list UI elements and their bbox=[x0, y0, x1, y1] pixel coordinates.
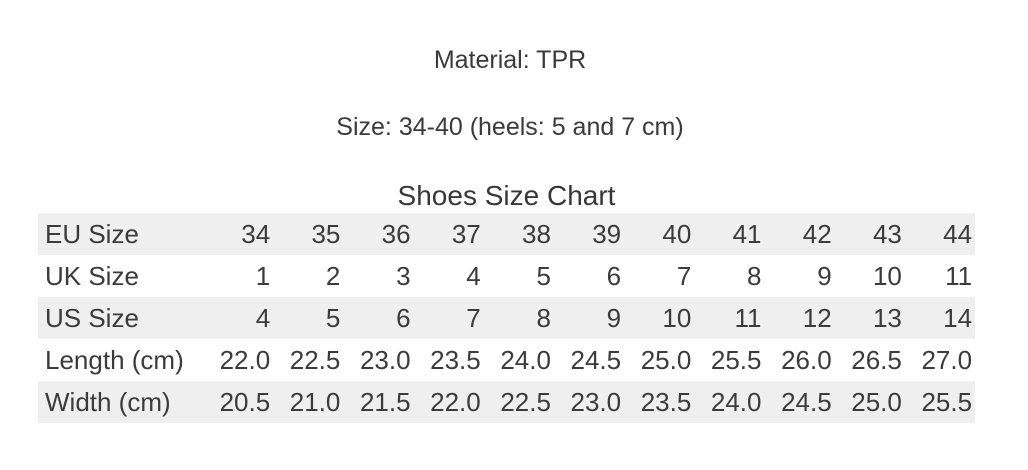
size-cell: 12 bbox=[802, 302, 832, 333]
size-cell: 35 bbox=[311, 218, 341, 249]
size-cell: 22.5 bbox=[500, 386, 551, 417]
size-cell: 39 bbox=[592, 218, 622, 249]
size-cell: 5 bbox=[536, 260, 551, 291]
table-row: Width (cm) 20.5 21.0 21.5 22.0 22.5 23.0 23.5 24… bbox=[38, 381, 976, 423]
size-cell: 4 bbox=[466, 260, 481, 291]
size-cell: 23.0 bbox=[359, 344, 411, 375]
size-cell: 7 bbox=[676, 260, 692, 291]
size-cell: 26.5 bbox=[851, 344, 902, 375]
size-cell: 20.5 bbox=[219, 386, 271, 417]
size-cell: 44 bbox=[943, 218, 973, 249]
size-chart-table: EU Size 34 35 36 37 38 39 40 41 42 43 44 UK Size 1 2 3 4… bbox=[38, 213, 976, 423]
size-cell: 43 bbox=[872, 218, 902, 249]
size-cell: 24.5 bbox=[781, 386, 832, 417]
size-cell: 27.0 bbox=[921, 344, 973, 375]
size-cell: 23.0 bbox=[570, 386, 622, 417]
table-row: EU Size 34 35 36 37 38 39 40 41 42 43 44 bbox=[38, 213, 976, 255]
table-row: UK Size 1 2 3 4 5 6 7 8 9 10 11 bbox=[38, 255, 975, 297]
size-cell: 6 bbox=[396, 302, 411, 333]
size-cell: 10 bbox=[872, 260, 902, 291]
size-cell: 11 bbox=[734, 302, 762, 333]
table-row: US Size 4 5 6 7 8 9 10 11 12 13 14 bbox=[38, 297, 976, 339]
size-cell: 14 bbox=[943, 302, 973, 333]
size-cell: 24.0 bbox=[710, 386, 762, 417]
size-cell: 22.0 bbox=[219, 344, 271, 375]
size-cell: 10 bbox=[662, 302, 692, 333]
size-cell: 38 bbox=[522, 218, 551, 249]
size-cell: 24.0 bbox=[500, 344, 551, 375]
size-cell: 26.0 bbox=[781, 344, 832, 375]
table-row: Length (cm) 22.0 22.5 23.0 23.5 24.0 24.5 25.0 2… bbox=[38, 339, 975, 381]
size-cell: 9 bbox=[606, 302, 622, 333]
size-cell: 25.0 bbox=[851, 386, 902, 417]
size-cell: 23.5 bbox=[640, 386, 692, 417]
size-cell: 21.0 bbox=[289, 386, 341, 417]
size-cell: 8 bbox=[747, 260, 762, 291]
size-cell: 13 bbox=[872, 302, 902, 333]
size-cell: 22.0 bbox=[430, 386, 481, 417]
size-chart-title: Shoes Size Chart bbox=[397, 180, 616, 211]
size-cell: 24.5 bbox=[570, 344, 622, 375]
size-cell: 25.0 bbox=[640, 344, 692, 375]
size-cell: 3 bbox=[396, 260, 411, 291]
size-cell: 6 bbox=[606, 260, 622, 291]
size-cell: 2 bbox=[325, 260, 341, 291]
row-label: Length (cm) bbox=[45, 344, 184, 375]
size-cell: 25.5 bbox=[710, 344, 762, 375]
size-line: Size: 34-40 (heels: 5 and 7 cm) bbox=[336, 113, 684, 141]
size-cell: 23.5 bbox=[430, 344, 481, 375]
size-cell: 1 bbox=[255, 260, 271, 291]
size-cell: 40 bbox=[662, 218, 692, 249]
size-cell: 34 bbox=[241, 218, 271, 249]
size-cell: 21.5 bbox=[359, 386, 411, 417]
size-cell: 42 bbox=[802, 218, 832, 249]
size-cell: 11 bbox=[945, 260, 973, 291]
size-cell: 25.5 bbox=[921, 386, 973, 417]
row-label: UK Size bbox=[45, 260, 139, 291]
row-label: US Size bbox=[45, 302, 139, 333]
size-cell: 8 bbox=[536, 302, 551, 333]
size-cell: 7 bbox=[466, 302, 481, 333]
size-cell: 9 bbox=[817, 260, 832, 291]
size-cell: 5 bbox=[325, 302, 341, 333]
row-label: EU Size bbox=[45, 218, 139, 249]
size-chart-body: EU Size 34 35 36 37 38 39 40 41 42 43 44 UK Size 1 2 3 4… bbox=[38, 213, 976, 423]
material-line: Material: TPR bbox=[433, 46, 587, 74]
row-label: Width (cm) bbox=[45, 386, 171, 417]
size-cell: 22.5 bbox=[289, 344, 341, 375]
size-cell: 41 bbox=[732, 218, 762, 249]
size-cell: 4 bbox=[255, 302, 271, 333]
size-cell: 36 bbox=[381, 218, 411, 249]
size-cell: 37 bbox=[451, 218, 481, 249]
